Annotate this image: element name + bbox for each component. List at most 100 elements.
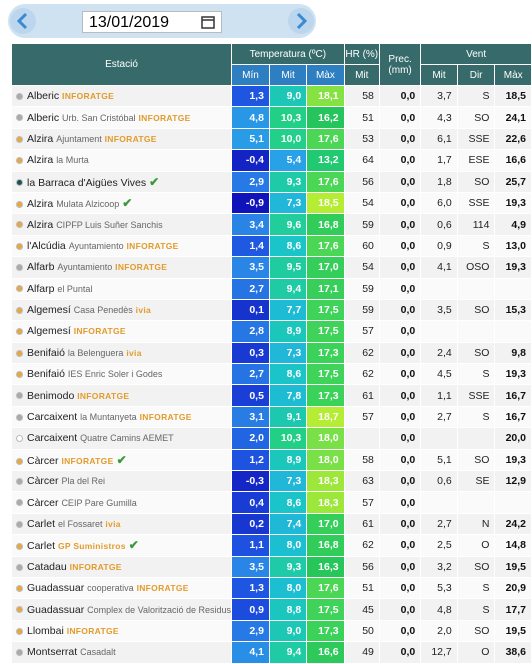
status-dot bbox=[16, 306, 23, 314]
value-cell: 17,7 bbox=[494, 598, 532, 621]
verified-check: ✔ bbox=[128, 538, 139, 553]
value-cell: 0,0 bbox=[378, 576, 422, 600]
value-cell: 62 bbox=[343, 534, 380, 557]
value-cell: 4,9 bbox=[494, 213, 532, 236]
station-name: Guadassuar bbox=[27, 603, 85, 616]
station-subtitle: CIPFP Luis Suñer Sanchis bbox=[56, 219, 163, 230]
station-row: Guadassuar cooperativa INFORATGE 1,3 8,0 17… bbox=[10, 576, 532, 600]
station-subtitle: la Belenguera bbox=[67, 347, 124, 358]
value-cell: 0,0 bbox=[378, 341, 422, 365]
value-cell: S bbox=[456, 363, 496, 386]
station-cell: Alberic INFORATGE bbox=[10, 84, 233, 108]
prev-day-button[interactable] bbox=[10, 8, 36, 34]
station-cell: Alzira Mulata Alzicoop ✔ bbox=[10, 191, 233, 215]
value-cell: 13,0 bbox=[494, 234, 532, 258]
value-cell: 1,1 bbox=[420, 384, 458, 407]
station-name: Carcaixent bbox=[27, 432, 78, 445]
value-cell: 2,0 bbox=[231, 427, 270, 450]
value-cell: 14,8 bbox=[494, 534, 532, 557]
network-label: ivia bbox=[135, 305, 152, 316]
station-subtitle: IES Enric Soler i Godes bbox=[67, 369, 163, 380]
value-cell: 2,0 bbox=[420, 619, 458, 643]
value-cell: 0,4 bbox=[231, 491, 270, 514]
status-dot bbox=[16, 606, 23, 614]
value-cell: S bbox=[456, 84, 496, 108]
network-label: INFORATGE bbox=[77, 390, 130, 401]
value-cell: 0,2 bbox=[231, 512, 270, 536]
value-cell: 7,4 bbox=[268, 512, 308, 536]
station-row: Càrcer CEIP Pare Gumilla 0,4 8,6 18,3 57 0,0 bbox=[10, 491, 532, 514]
station-cell: Alberic Urb. San Cristóbal INFORATGE bbox=[10, 106, 233, 129]
value-cell: 7,7 bbox=[268, 298, 308, 322]
value-cell: 16,7 bbox=[494, 405, 532, 429]
status-dot bbox=[16, 157, 23, 165]
value-cell: 12,7 bbox=[420, 641, 458, 664]
value-cell: 19,3 bbox=[494, 363, 532, 386]
value-cell: 15,3 bbox=[494, 298, 532, 322]
station-row: Algemesí Casa Penedès ivia 0,1 7,7 17,5 59 0,… bbox=[10, 298, 532, 322]
value-cell: 10,0 bbox=[268, 127, 308, 151]
value-cell: 17,3 bbox=[306, 619, 345, 643]
value-cell: 3,5 bbox=[231, 256, 270, 279]
value-cell: 1,2 bbox=[231, 448, 270, 472]
value-cell: 0,0 bbox=[378, 213, 422, 236]
station-cell: Càrcer Pla del Rei bbox=[10, 470, 233, 493]
value-cell: 19,3 bbox=[494, 256, 532, 279]
value-cell: 17,1 bbox=[306, 277, 345, 300]
value-cell bbox=[420, 491, 458, 514]
network-label: ivia bbox=[126, 347, 142, 358]
station-cell: Càrcer INFORATGE ✔ bbox=[10, 448, 233, 472]
status-dot bbox=[16, 477, 23, 485]
status-dot bbox=[16, 627, 23, 635]
value-cell: 54 bbox=[343, 191, 380, 215]
value-cell: 16,6 bbox=[306, 641, 345, 664]
value-cell: 2,5 bbox=[420, 534, 458, 557]
value-cell: 17,0 bbox=[306, 256, 345, 279]
value-cell: SO bbox=[456, 555, 496, 578]
value-cell: 2,7 bbox=[420, 512, 458, 536]
station-subtitle: el Fossaret bbox=[57, 519, 103, 529]
verified-check: ✔ bbox=[122, 196, 133, 211]
value-cell: 10,3 bbox=[268, 106, 308, 129]
value-cell: 53 bbox=[343, 127, 380, 151]
value-cell: 3,5 bbox=[231, 555, 270, 578]
value-cell: 9,5 bbox=[268, 256, 308, 279]
value-cell: 1,3 bbox=[231, 84, 270, 108]
value-cell: 5,1 bbox=[231, 127, 270, 151]
station-subtitle: la Muntanyeta bbox=[80, 412, 137, 423]
network-label: INFORATGE bbox=[73, 326, 126, 337]
value-cell: 24,1 bbox=[494, 106, 532, 129]
value-cell: 58 bbox=[343, 448, 380, 472]
station-subtitle: el Puntal bbox=[57, 283, 93, 294]
value-cell: O bbox=[456, 641, 496, 664]
station-name: Càrcer bbox=[27, 454, 59, 467]
status-dot bbox=[16, 520, 23, 528]
value-cell: 0,6 bbox=[420, 213, 458, 236]
value-cell: 16,6 bbox=[494, 149, 532, 172]
station-name: Catadau bbox=[27, 560, 67, 573]
value-cell: 25,7 bbox=[494, 170, 532, 193]
station-row: Benifaió la Belenguera ivia 0,3 7,3 17,3 62 0… bbox=[10, 341, 532, 365]
next-day-button[interactable] bbox=[288, 8, 314, 34]
status-dot bbox=[16, 649, 23, 657]
value-cell: 0,0 bbox=[378, 598, 422, 621]
subheader: Mit bbox=[268, 64, 308, 86]
value-cell: 17,6 bbox=[306, 234, 345, 258]
value-cell: 22,6 bbox=[494, 127, 532, 151]
value-cell bbox=[456, 491, 496, 514]
station-row: Carlet GP Suministros ✔ 1,1 8,0 16,8 62 0,0 2,5… bbox=[10, 534, 532, 557]
status-dot bbox=[16, 328, 23, 336]
value-cell: 17,6 bbox=[306, 127, 345, 151]
value-cell: OSO bbox=[456, 256, 496, 279]
value-cell: 4,5 bbox=[420, 363, 458, 386]
date-input[interactable]: 13/01/2019 bbox=[82, 11, 222, 33]
value-cell: ESE bbox=[456, 149, 496, 172]
value-cell: 16,3 bbox=[306, 555, 345, 578]
value-cell: SSE bbox=[456, 384, 496, 407]
network-label: INFORATGE bbox=[66, 625, 119, 636]
value-cell: 17,5 bbox=[306, 298, 345, 322]
value-cell: 2,4 bbox=[420, 341, 458, 365]
stations-table: Estació Temperatura (ºC) HR (%) Prec. (mm… bbox=[10, 43, 532, 664]
value-cell: 8,6 bbox=[268, 234, 308, 258]
